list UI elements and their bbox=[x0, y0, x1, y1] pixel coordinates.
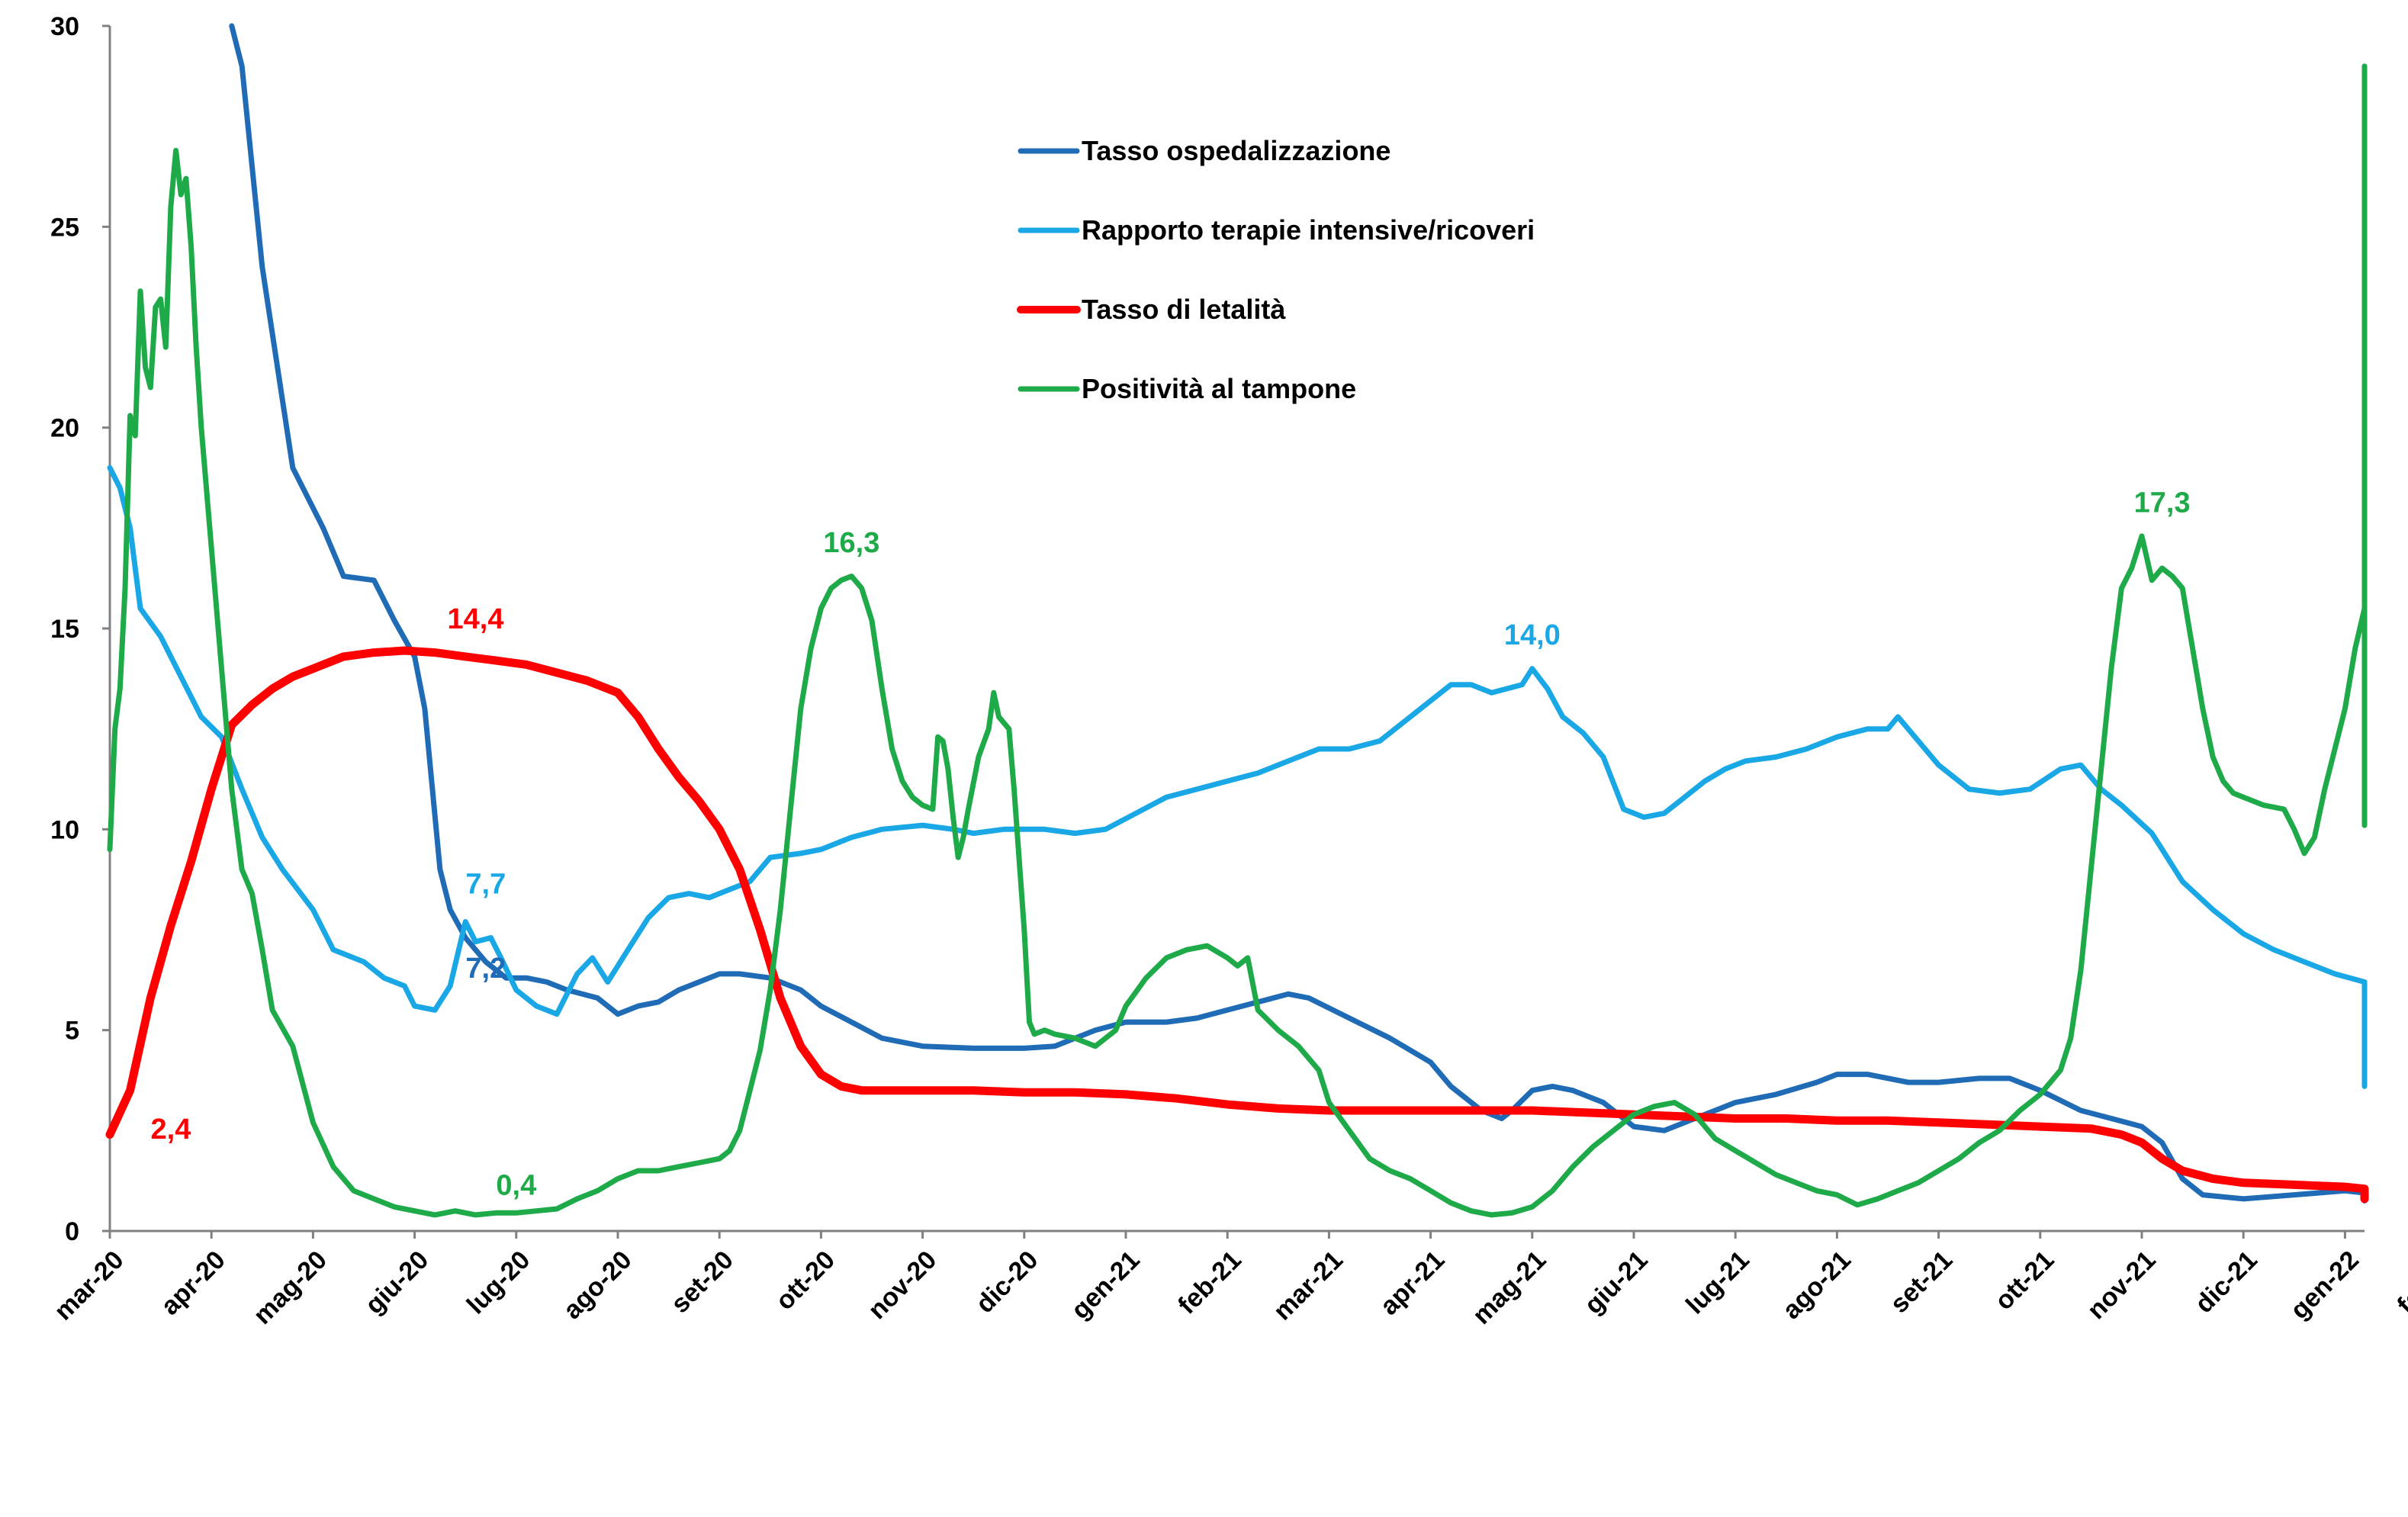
x-tick-label: apr-21 bbox=[1374, 1245, 1450, 1321]
x-tick-label: ago-21 bbox=[1777, 1245, 1857, 1325]
x-tick-label: mag-20 bbox=[248, 1245, 333, 1330]
series-line-0 bbox=[229, 23, 2368, 1204]
y-tick-label: 0 bbox=[65, 1217, 79, 1246]
y-tick-label: 30 bbox=[50, 12, 79, 41]
legend: Tasso ospedalizzazione Rapporto terapie i… bbox=[1017, 135, 1535, 404]
x-tick-label: ott-21 bbox=[1989, 1245, 2059, 1316]
x-tick-label: gen-22 bbox=[2285, 1245, 2365, 1325]
x-tick-label: giu-20 bbox=[360, 1245, 435, 1320]
data-label: 7,2 bbox=[465, 953, 506, 985]
x-tick-label: mar-20 bbox=[49, 1245, 130, 1326]
data-label: 7,7 bbox=[465, 869, 506, 901]
x-tick-label: set-20 bbox=[665, 1245, 738, 1319]
y-tick-label: 15 bbox=[50, 615, 79, 644]
legend-label: Rapporto terapie intensive/ricoveri bbox=[1082, 214, 1535, 246]
x-tick-label: mar-21 bbox=[1268, 1245, 1349, 1326]
legend-label: Tasso ospedalizzazione bbox=[1082, 135, 1390, 166]
data-label: 17,3 bbox=[2134, 487, 2191, 519]
data-label: 14,4 bbox=[448, 603, 504, 635]
series-lines bbox=[105, 23, 2369, 1218]
x-tick-label: dic-20 bbox=[970, 1245, 1043, 1319]
series-line-1 bbox=[107, 464, 2368, 1089]
y-tick-label: 5 bbox=[65, 1017, 79, 1046]
x-tick-label: lug-20 bbox=[461, 1245, 536, 1320]
x-tick-label: giu-21 bbox=[1579, 1245, 1654, 1320]
data-label: 2,4 bbox=[151, 1114, 191, 1146]
series-line-3 bbox=[107, 63, 2368, 1218]
data-label: 16,3 bbox=[823, 527, 879, 559]
x-tick-label: ott-20 bbox=[770, 1245, 841, 1316]
y-tick-label: 25 bbox=[50, 213, 79, 242]
x-tick-label: nov-20 bbox=[863, 1245, 942, 1325]
y-axis-ticks: 0 5 10 15 20 25 30 bbox=[50, 12, 110, 1246]
data-label: 0,4 bbox=[496, 1170, 536, 1202]
y-tick-label: 10 bbox=[50, 815, 79, 844]
x-tick-label: apr-20 bbox=[156, 1245, 231, 1321]
x-tick-label: feb-22 bbox=[2392, 1245, 2408, 1320]
data-labels: 2,414,40,87,714,03,87,20,90,416,317,329,… bbox=[151, 487, 2191, 1202]
legend-label: Tasso di letalità bbox=[1082, 294, 1286, 325]
x-tick-label: ago-20 bbox=[558, 1245, 637, 1325]
x-tick-label: mag-21 bbox=[1467, 1245, 1551, 1330]
x-tick-label: gen-21 bbox=[1066, 1245, 1145, 1325]
y-tick-label: 20 bbox=[50, 414, 79, 443]
legend-label: Positività al tampone bbox=[1082, 373, 1356, 404]
x-tick-label: dic-21 bbox=[2190, 1245, 2263, 1319]
x-axis-ticks: mar-20 apr-20 mag-20 giu-20 lug-20 ago-20 set-… bbox=[49, 1231, 2408, 1330]
x-tick-label: feb-21 bbox=[1172, 1245, 1247, 1320]
x-tick-label: nov-21 bbox=[2082, 1245, 2161, 1325]
series-line-2 bbox=[105, 646, 2369, 1204]
data-label: 14,0 bbox=[1504, 619, 1561, 651]
x-tick-label: set-21 bbox=[1885, 1245, 1958, 1319]
x-tick-label: lug-21 bbox=[1680, 1245, 1755, 1320]
